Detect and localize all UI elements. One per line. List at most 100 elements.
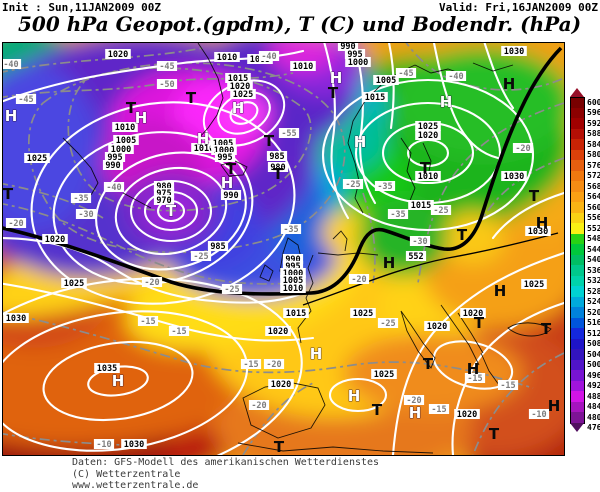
isobar-label: 1030 xyxy=(3,313,29,324)
isobar-label: 980 xyxy=(267,162,289,173)
svg-text:-25: -25 xyxy=(224,285,239,295)
colorbar-arrow-down xyxy=(570,422,584,432)
colorbar: 600 596 592 588 584 580 576 572 568 564 560 556 552 5… xyxy=(570,88,600,434)
low-center-symbol: T xyxy=(457,226,468,244)
high-center-symbol: H xyxy=(232,99,245,117)
svg-text:990: 990 xyxy=(223,191,238,201)
contour-540-thick xyxy=(3,46,563,296)
svg-text:1020: 1020 xyxy=(108,50,128,60)
colorbar-label: 568 xyxy=(587,181,600,191)
colorbar-label: 496 xyxy=(587,370,600,380)
svg-text:1010: 1010 xyxy=(283,284,303,294)
low-center-symbol: T xyxy=(420,159,431,177)
temp-label: -30 xyxy=(409,236,431,247)
low-center-symbol: T xyxy=(186,89,197,107)
isobar-label: 980 xyxy=(153,181,175,192)
svg-text:-35: -35 xyxy=(283,225,298,235)
isobar-label: 985 xyxy=(207,241,229,252)
svg-text:995: 995 xyxy=(347,50,362,60)
svg-text:1025: 1025 xyxy=(27,154,47,164)
high-center-symbol: H xyxy=(440,93,453,111)
temp-label: -50 xyxy=(156,79,178,90)
svg-text:1010: 1010 xyxy=(418,172,438,182)
svg-text:1030: 1030 xyxy=(504,47,524,57)
svg-text:1015: 1015 xyxy=(286,309,306,319)
low-center-symbol: T xyxy=(474,314,485,332)
high-center-symbol: H xyxy=(354,133,367,151)
isobar-label: 990 xyxy=(102,160,124,171)
temp-label: -45 xyxy=(395,68,417,79)
svg-text:-25: -25 xyxy=(380,319,395,329)
temp-label: -25 xyxy=(221,284,243,295)
svg-text:1030: 1030 xyxy=(528,227,548,237)
svg-text:-20: -20 xyxy=(144,278,159,288)
high-center-symbol: H xyxy=(112,372,125,390)
low-center-symbol: T xyxy=(126,99,137,117)
colorbar-label: 588 xyxy=(587,129,600,138)
svg-text:1030: 1030 xyxy=(124,440,144,450)
isobar-label: 1020 xyxy=(460,308,486,319)
svg-text:-35: -35 xyxy=(390,210,405,220)
temp-label: -55 xyxy=(278,128,300,139)
svg-text:995: 995 xyxy=(217,153,232,163)
temp-label: -15 xyxy=(464,373,486,384)
isobar-label: 1005 xyxy=(280,275,306,286)
svg-text:-10: -10 xyxy=(531,410,546,420)
low-center-symbol: T xyxy=(166,202,177,220)
isobar-label: 1010 xyxy=(280,283,306,294)
high-center-symbol: H xyxy=(536,214,549,232)
temp-label: -20 xyxy=(141,277,163,288)
temp-label: -25 xyxy=(430,205,452,216)
temp-label: -25 xyxy=(190,251,212,262)
isobar-label: 1025 xyxy=(61,278,87,289)
isobar-label: 1035 xyxy=(94,363,120,374)
high-center-symbol: H xyxy=(310,345,323,363)
svg-text:-35: -35 xyxy=(73,194,88,204)
svg-text:-15: -15 xyxy=(171,327,186,337)
map-area: 1020101010051010101510201025990995100010… xyxy=(2,42,565,456)
colorbar-label: 552 xyxy=(587,223,600,233)
colorbar-label: 536 xyxy=(587,265,600,275)
svg-text:1030: 1030 xyxy=(6,314,26,324)
colorbar-label: 500 xyxy=(587,360,600,369)
isobar-label: 1010 xyxy=(112,122,138,133)
svg-text:1015: 1015 xyxy=(228,74,248,84)
isobar-label: 1020 xyxy=(227,81,253,92)
svg-text:-15: -15 xyxy=(243,360,258,370)
svg-text:980: 980 xyxy=(156,182,171,192)
svg-text:-20: -20 xyxy=(351,275,366,285)
temp-label: -15 xyxy=(168,326,190,337)
svg-text:-45: -45 xyxy=(159,62,174,72)
svg-text:990: 990 xyxy=(340,43,355,52)
svg-text:1020: 1020 xyxy=(230,82,250,92)
height-label: 552 xyxy=(405,251,427,262)
map-labels: 1020101010051010101510201025990995100010… xyxy=(3,43,560,455)
temp-label: -40 xyxy=(3,59,22,70)
colorbar-label: 484 xyxy=(587,402,600,411)
colorbar-arrow-up xyxy=(570,88,584,97)
svg-text:552: 552 xyxy=(408,252,423,262)
svg-text:1015: 1015 xyxy=(365,93,385,103)
temp-label: -25 xyxy=(377,318,399,329)
svg-text:-25: -25 xyxy=(345,180,360,190)
isobar-label: 1010 xyxy=(214,52,240,63)
svg-text:-55: -55 xyxy=(281,129,296,139)
low-center-symbol: T xyxy=(3,185,14,203)
svg-text:-15: -15 xyxy=(140,317,155,327)
colorbar-label: 520 xyxy=(587,307,600,317)
temp-label: -15 xyxy=(240,359,262,370)
temp-label: -35 xyxy=(387,209,409,220)
svg-text:1005: 1005 xyxy=(213,139,233,149)
isobar-label: 1030 xyxy=(525,226,551,237)
temp-label: -40 xyxy=(103,182,125,193)
colorbar-label: 488 xyxy=(587,391,600,401)
svg-text:1000: 1000 xyxy=(283,269,303,279)
svg-text:1025: 1025 xyxy=(524,280,544,290)
svg-text:-20: -20 xyxy=(406,396,421,406)
low-center-symbol: T xyxy=(489,425,500,443)
svg-text:-40: -40 xyxy=(106,183,121,193)
svg-text:1025: 1025 xyxy=(374,370,394,380)
temp-label: -20 xyxy=(5,218,27,229)
high-center-symbol: H xyxy=(494,282,507,300)
